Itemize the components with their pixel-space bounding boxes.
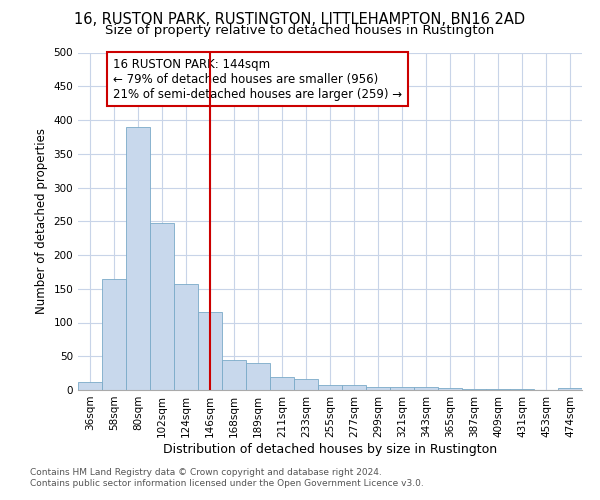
Bar bbox=[102, 278, 126, 390]
Bar bbox=[270, 376, 294, 390]
Bar bbox=[342, 386, 366, 390]
Bar bbox=[222, 360, 246, 390]
Bar bbox=[126, 126, 150, 390]
Bar bbox=[246, 363, 270, 390]
Bar bbox=[486, 388, 510, 390]
X-axis label: Distribution of detached houses by size in Rustington: Distribution of detached houses by size … bbox=[163, 442, 497, 456]
Bar bbox=[366, 386, 390, 390]
Bar bbox=[390, 386, 414, 390]
Text: Size of property relative to detached houses in Rustington: Size of property relative to detached ho… bbox=[106, 24, 494, 37]
Bar bbox=[78, 382, 102, 390]
Bar bbox=[414, 388, 438, 390]
Bar bbox=[294, 378, 318, 390]
Bar bbox=[510, 388, 534, 390]
Y-axis label: Number of detached properties: Number of detached properties bbox=[35, 128, 48, 314]
Bar bbox=[558, 388, 582, 390]
Text: 16, RUSTON PARK, RUSTINGTON, LITTLEHAMPTON, BN16 2AD: 16, RUSTON PARK, RUSTINGTON, LITTLEHAMPT… bbox=[74, 12, 526, 28]
Bar bbox=[198, 312, 222, 390]
Bar bbox=[174, 284, 198, 390]
Bar bbox=[150, 222, 174, 390]
Bar bbox=[318, 384, 342, 390]
Text: Contains HM Land Registry data © Crown copyright and database right 2024.
Contai: Contains HM Land Registry data © Crown c… bbox=[30, 468, 424, 487]
Text: 16 RUSTON PARK: 144sqm
← 79% of detached houses are smaller (956)
21% of semi-de: 16 RUSTON PARK: 144sqm ← 79% of detached… bbox=[113, 58, 403, 100]
Bar bbox=[462, 388, 486, 390]
Bar bbox=[438, 388, 462, 390]
